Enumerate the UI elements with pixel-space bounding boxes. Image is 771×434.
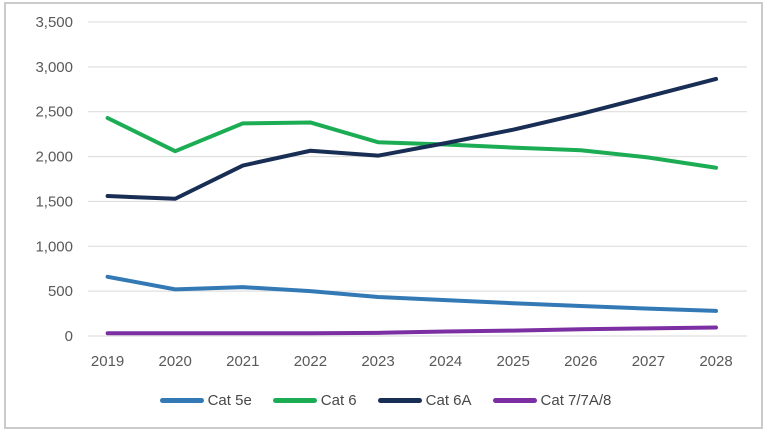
x-axis-tick-label: 2026 <box>564 353 597 370</box>
y-axis-tick-label: 2,000 <box>35 149 73 166</box>
x-axis-tick-label: 2020 <box>159 353 192 370</box>
y-axis-tick-label: 500 <box>48 283 73 300</box>
legend-line-swatch-icon <box>377 398 422 403</box>
x-axis-tick-label: 2028 <box>699 353 732 370</box>
x-axis-tick-label: 2024 <box>429 353 462 370</box>
legend-label: Cat 6 <box>320 392 357 409</box>
y-axis-tick-label: 1,500 <box>35 193 73 210</box>
series-line-cat-6a <box>105 76 718 201</box>
y-axis-tick-label: 3,000 <box>35 59 73 76</box>
legend-item-cat-6a: Cat 6A <box>377 392 472 409</box>
y-axis-tick-label: 2,500 <box>35 104 73 121</box>
chart-frame <box>4 2 763 429</box>
series-line-cat-6 <box>105 115 718 170</box>
x-axis-tick-label: 2021 <box>226 353 259 370</box>
x-axis-tick-label: 2027 <box>632 353 665 370</box>
x-axis-tick-label: 2025 <box>497 353 530 370</box>
legend-item-cat-5e: Cat 5e <box>159 392 252 409</box>
chart-legend: Cat 5e Cat 6 Cat 6A Cat 7/7A/8 <box>0 392 771 409</box>
legend-line-swatch-icon <box>272 398 317 403</box>
legend-label: Cat 5e <box>207 392 252 409</box>
y-axis-tick-label: 3,500 <box>35 14 73 31</box>
series-line-cat-5e <box>105 274 718 313</box>
legend-line-swatch-icon <box>492 398 537 403</box>
y-axis-tick-label: 1,000 <box>35 238 73 255</box>
legend-item-cat-6: Cat 6 <box>272 392 357 409</box>
legend-label: Cat 6A <box>425 392 472 409</box>
x-axis-tick-label: 2022 <box>294 353 327 370</box>
y-axis-tick-label: 0 <box>65 328 73 345</box>
legend-label: Cat 7/7A/8 <box>540 392 612 409</box>
x-axis-tick-label: 2019 <box>91 353 124 370</box>
x-axis-tick-label: 2023 <box>361 353 394 370</box>
series-line-cat-7-7a-8 <box>105 325 718 336</box>
legend-item-cat-7-7a-8: Cat 7/7A/8 <box>492 392 612 409</box>
legend-line-swatch-icon <box>159 398 204 403</box>
